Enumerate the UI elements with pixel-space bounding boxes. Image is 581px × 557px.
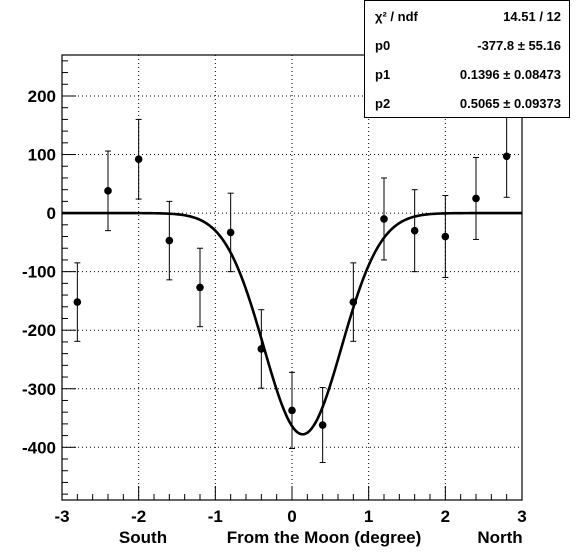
y-tick-label: -200 xyxy=(22,321,56,340)
y-tick-label: 0 xyxy=(47,204,56,223)
y-tick-label: 100 xyxy=(28,146,56,165)
x-axis-title: From the Moon (degree) xyxy=(227,528,422,547)
y-tick-label: -400 xyxy=(22,438,56,457)
stats-value-p1: 0.1396 ± 0.08473 xyxy=(459,66,561,82)
x-axis-label-south: South xyxy=(119,528,167,547)
x-tick-label: 0 xyxy=(287,507,296,526)
stats-value-chi2: 14.51 / 12 xyxy=(503,8,561,24)
x-tick-label: -2 xyxy=(131,507,146,526)
x-tick-label: -3 xyxy=(54,507,69,526)
x-tick-label: 3 xyxy=(517,507,526,526)
stats-row-p2: p2 0.5065 ± 0.09373 xyxy=(365,89,569,117)
stats-value-p0: -377.8 ± 55.16 xyxy=(477,37,561,53)
data-point xyxy=(104,187,112,195)
stats-label-p2: p2 xyxy=(375,95,391,111)
stats-label-chi2: χ² / ndf xyxy=(375,8,418,24)
data-point xyxy=(73,298,82,306)
stats-label-p0: p0 xyxy=(375,37,391,53)
data-point xyxy=(165,236,174,245)
data-point xyxy=(410,226,419,235)
data-point xyxy=(349,298,358,306)
data-point xyxy=(257,345,266,353)
x-tick-label: -1 xyxy=(208,507,223,526)
y-tick-label: 200 xyxy=(28,87,56,106)
x-tick-label: 1 xyxy=(364,507,373,526)
data-point xyxy=(441,232,450,241)
stats-label-p1: p1 xyxy=(375,66,391,82)
data-point xyxy=(288,406,296,415)
stats-value-p2: 0.5065 ± 0.09373 xyxy=(459,95,561,111)
data-point xyxy=(226,228,235,237)
data-point xyxy=(134,155,143,164)
x-tick-label: 2 xyxy=(441,507,450,526)
y-tick-label: -100 xyxy=(22,263,56,282)
data-point xyxy=(502,152,511,161)
fit-stats-box: χ² / ndf 14.51 / 12 p0 -377.8 ± 55.16 p1… xyxy=(364,0,570,118)
y-tick-label: -300 xyxy=(22,380,56,399)
data-point xyxy=(196,283,204,292)
data-point xyxy=(380,215,388,223)
data-point xyxy=(472,194,480,203)
stats-row-p1: p1 0.1396 ± 0.08473 xyxy=(365,60,569,88)
data-point xyxy=(318,421,327,429)
x-axis-label-north: North xyxy=(477,528,522,547)
stats-row-chi2: χ² / ndf 14.51 / 12 xyxy=(365,2,569,30)
stats-row-p0: p0 -377.8 ± 55.16 xyxy=(365,31,569,59)
